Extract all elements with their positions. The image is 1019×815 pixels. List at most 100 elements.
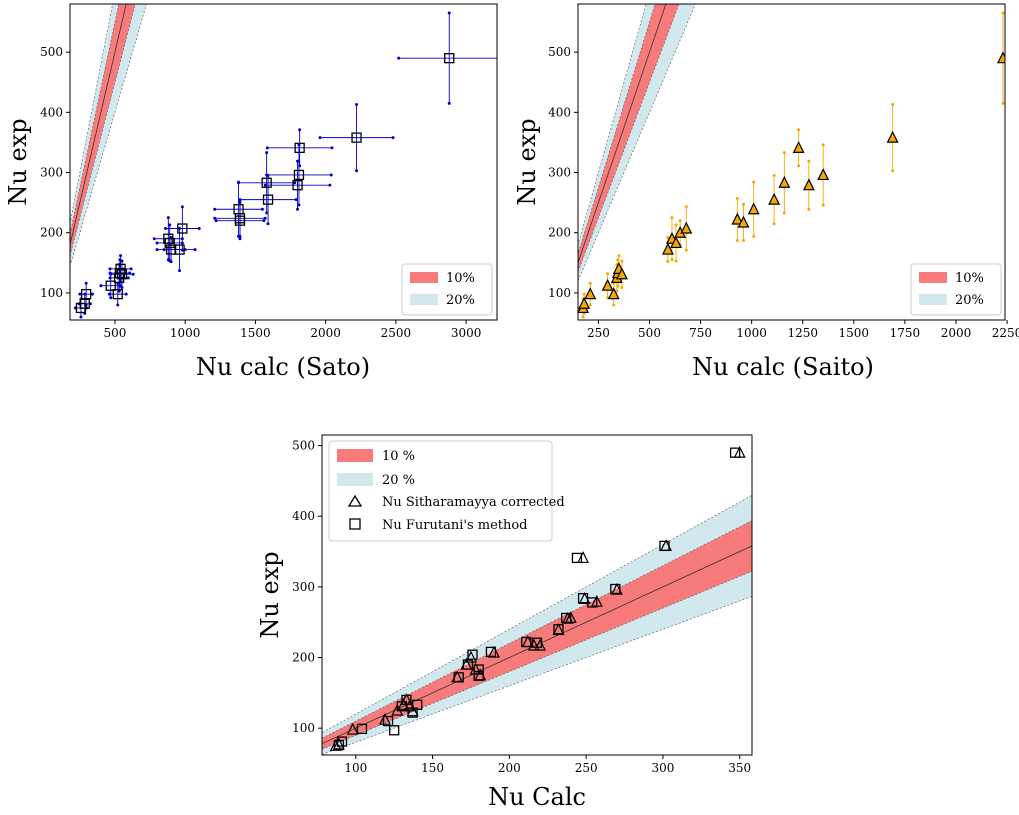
error-cap — [129, 267, 133, 271]
error-cap — [108, 267, 112, 271]
data-point-triangle — [332, 737, 345, 750]
x-tick-label: 150 — [421, 761, 444, 775]
y-axis-ticks: 100 200 300 400 500 — [548, 45, 578, 300]
x-tick-label: 250 — [575, 761, 598, 775]
legend-square-icon — [349, 518, 361, 530]
data-point-square — [412, 699, 423, 710]
data-point-square — [234, 213, 246, 224]
data-point-triangle — [578, 296, 591, 309]
x-tick-label: 2000 — [310, 326, 341, 340]
error-cap — [109, 296, 113, 300]
error-cap — [741, 202, 745, 206]
legend-swatch-20 — [919, 294, 947, 305]
error-cap — [735, 239, 739, 243]
error-cap — [166, 216, 170, 220]
data-point-triangle — [778, 175, 791, 188]
data-point-triangle — [731, 212, 744, 225]
error-cap — [237, 181, 241, 185]
error-cap — [772, 222, 776, 226]
error-cap — [213, 207, 217, 211]
tolerance-bands — [70, 4, 147, 267]
data-point-triangle — [378, 712, 391, 725]
error-cap — [797, 164, 801, 168]
error-cap — [90, 292, 94, 296]
y-tick-label: 400 — [40, 105, 63, 119]
y-tick-label: 200 — [548, 226, 571, 240]
error-cap — [293, 181, 297, 185]
error-cap — [620, 259, 624, 263]
data-point-square — [401, 694, 412, 706]
error-cap — [670, 216, 674, 220]
error-cap — [238, 237, 242, 241]
error-cap — [328, 183, 332, 187]
error-cap — [666, 236, 670, 240]
error-cap — [891, 169, 895, 173]
error-cap — [265, 146, 269, 150]
data-point-triangle — [802, 178, 815, 191]
legend: 10 % 20 % Nu Sitharamayya corrected Nu F… — [328, 440, 565, 542]
chart-saito: 250 500 750 1000 1250 1500 1750 2000 2250 100 200… — [513, 3, 1019, 381]
data-point-triangle — [768, 192, 781, 205]
error-cap — [120, 259, 124, 263]
data-point-triangle — [996, 51, 1005, 64]
x-tick-label: 250 — [587, 326, 610, 340]
error-cap — [617, 254, 621, 258]
legend-swatch-10 — [337, 449, 373, 462]
data-point-square — [610, 583, 621, 595]
tolerance-bands — [578, 4, 696, 282]
error-cap — [298, 128, 302, 132]
error-cap — [891, 103, 895, 107]
x-tick-label: 500 — [638, 326, 661, 340]
y-tick-label: 500 — [548, 45, 571, 59]
error-cap — [678, 219, 682, 223]
y-tick-label: 300 — [40, 166, 63, 180]
data-point-square — [292, 180, 303, 191]
chart-sato: 500 1000 1500 2000 2500 3000 100 200 300 400 500 … — [4, 3, 498, 381]
data-point-square — [105, 280, 116, 291]
error-cap — [821, 143, 825, 147]
error-cap — [162, 248, 166, 252]
y-axis-label: Nu exp — [513, 118, 541, 205]
error-cap — [197, 227, 201, 231]
error-cap — [1001, 11, 1005, 15]
error-cap — [263, 216, 267, 220]
identity-line — [322, 545, 752, 745]
error-cap — [180, 205, 184, 209]
band-10-percent — [70, 4, 136, 256]
data-points — [578, 51, 1005, 314]
error-cap — [821, 203, 825, 207]
error-cap — [262, 219, 266, 223]
data-point-triangle — [329, 738, 342, 751]
error-cap — [615, 289, 619, 293]
y-tick-label: 100 — [40, 286, 63, 300]
plot-frame — [69, 3, 498, 321]
data-point-triangle — [886, 130, 899, 143]
data-point-square — [485, 646, 497, 658]
data-point-triangle — [607, 287, 620, 300]
data-point-square — [293, 169, 305, 181]
x-tick-label: 1000 — [170, 326, 201, 340]
x-tick-label: 3000 — [451, 326, 482, 340]
error-cap — [265, 173, 269, 177]
error-cap — [168, 223, 172, 227]
x-tick-label: 350 — [728, 761, 751, 775]
ideal-line — [578, 4, 667, 263]
data-point-square — [164, 237, 175, 249]
x-tick-label: 500 — [103, 326, 126, 340]
legend-swatch-10 — [410, 272, 438, 283]
error-cap — [735, 196, 739, 200]
plot-frame — [321, 434, 753, 756]
error-cap — [355, 103, 359, 107]
error-cap — [772, 174, 776, 178]
error-cap — [238, 198, 242, 202]
error-cap — [620, 285, 624, 289]
error-cap — [330, 146, 334, 150]
data-point-triangle — [391, 703, 404, 716]
data-point-triangle — [680, 221, 693, 234]
x-axis-ticks: 100 150 200 250 300 350 — [344, 755, 751, 775]
error-cap — [107, 292, 111, 296]
error-cap — [120, 285, 124, 289]
legend-triangle-icon — [347, 494, 363, 507]
error-cap — [260, 207, 264, 211]
data-point-triangle — [817, 168, 830, 181]
